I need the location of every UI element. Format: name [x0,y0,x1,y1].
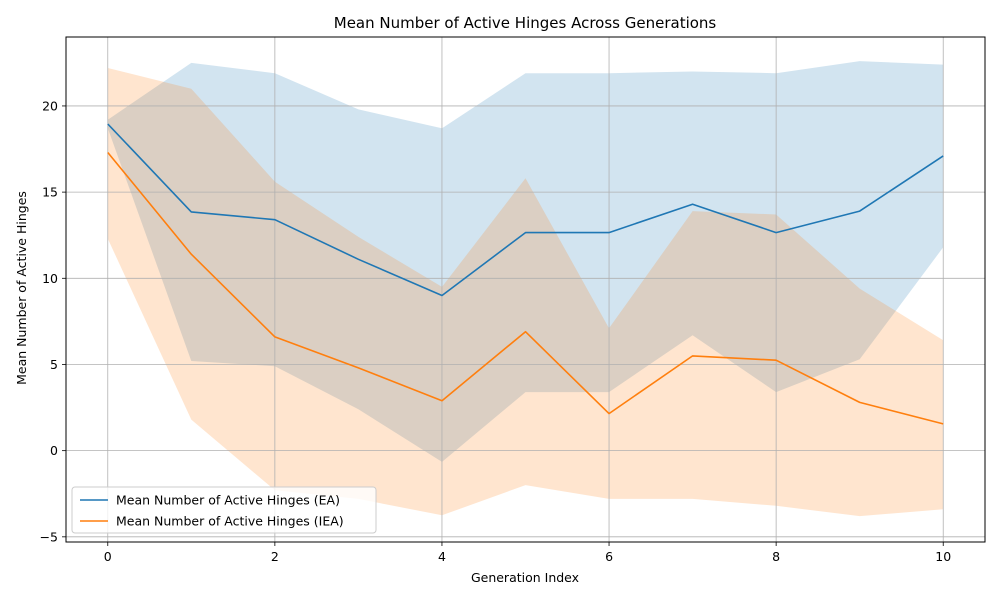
x-tick-label: 6 [605,549,613,564]
x-axis-label: Generation Index [471,570,579,585]
x-tick-label: 8 [772,549,780,564]
legend-label-1: Mean Number of Active Hinges (EA) [116,493,340,508]
x-tick-label: 10 [935,549,951,564]
plot-frame [65,36,986,543]
legend-box [71,486,377,534]
grid-lines [66,37,985,542]
y-tick-label: 20 [42,98,58,113]
line-series-2 [107,151,944,425]
y-tick-label: −5 [40,529,58,544]
y-axis-ticks: −5 0 5 10 15 20 [40,98,66,544]
confidence-bands [107,61,944,517]
legend: Mean Number of Active Hinges (EA) Mean Nu… [71,486,377,534]
y-axis-label: Mean Number of Active Hinges [14,191,29,385]
y-tick-label: 10 [42,271,58,286]
x-tick-label: 0 [104,549,112,564]
chart-title: Mean Number of Active Hinges Across Gene… [334,14,717,32]
legend-label-2: Mean Number of Active Hinges (IEA) [116,514,344,529]
x-axis-ticks: 0 2 4 6 8 10 [104,542,951,564]
y-tick-label: 5 [50,357,58,372]
line-series-1 [107,123,944,297]
series-lines [107,123,944,425]
x-tick-label: 4 [438,549,446,564]
y-tick-label: 0 [50,443,58,458]
y-tick-label: 15 [42,185,58,200]
x-tick-label: 2 [271,549,279,564]
band-series-1 [107,61,944,462]
band-series-2 [107,68,944,517]
